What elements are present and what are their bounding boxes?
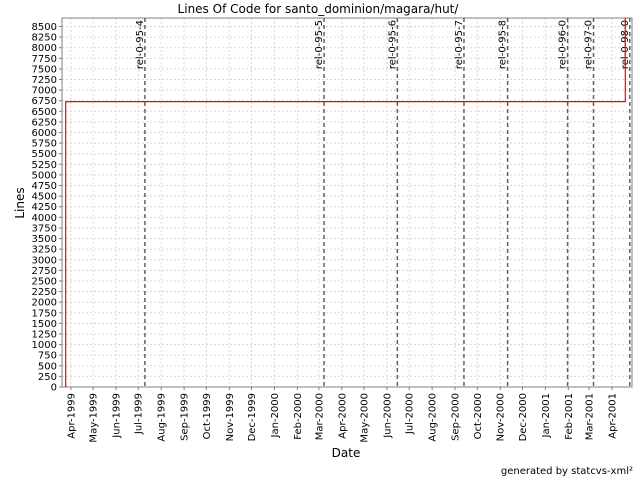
x-tick-label: Dec-2000 [518,393,529,441]
x-tick-label: Jun-2000 [382,393,393,439]
x-axis-label: Date [332,446,361,460]
y-tick-label: 1250 [32,329,57,340]
release-marker-label: rel-0-95-6 [387,20,398,69]
y-tick-label: 4000 [32,213,57,224]
y-tick-label: 2250 [32,287,57,298]
y-tick-label: 6500 [32,107,57,118]
y-tick-label: 3250 [32,245,57,256]
y-tick-label: 7250 [32,75,57,86]
y-tick-label: 5250 [32,160,57,171]
y-tick-label: 3500 [32,234,57,245]
y-tick-label: 1500 [32,319,57,330]
y-tick-label: 5750 [32,139,57,150]
release-marker-label: rel-0-97-0 [584,20,595,69]
x-tick-label: May-2000 [360,393,371,443]
y-tick-label: 2750 [32,266,57,277]
y-tick-label: 2000 [32,298,57,309]
x-tick-label: Sep-2000 [451,393,462,441]
x-tick-label: Mar-2001 [585,393,596,440]
release-marker-label: rel-0-95-8 [498,20,509,69]
y-tick-label: 8250 [32,33,57,44]
x-tick-label: Aug-2000 [428,393,439,442]
x-tick-label: Jan-2000 [270,393,281,438]
y-tick-label: 1000 [32,340,57,351]
x-tick-label: Aug-1999 [157,393,168,442]
y-tick-label: 6750 [32,96,57,107]
x-tick-label: Dec-1999 [247,393,258,441]
release-marker-label: rel-0-95-7 [454,20,465,69]
y-tick-label: 6000 [32,128,57,139]
x-tick-label: May-1999 [89,393,100,443]
release-marker-label: rel-0-96-0 [558,20,569,69]
x-tick-label: Apr-2000 [337,393,348,439]
loc-series-line [65,18,626,387]
x-tick-label: Jul-2000 [405,393,416,435]
y-tick-label: 3000 [32,255,57,266]
y-tick-label: 3750 [32,223,57,234]
x-tick-label: Jan-2001 [541,393,552,438]
x-tick-label: Apr-1999 [66,393,77,439]
y-axis: 0250500750100012501500175020002250250027… [32,22,62,394]
footer-credit: generated by statcvs-xml² [501,466,633,477]
y-tick-label: 5500 [32,149,57,160]
x-tick-label: Apr-2001 [608,393,619,439]
x-tick-label: Sep-1999 [180,393,191,441]
y-tick-label: 8000 [32,43,57,54]
x-tick-label: Oct-2000 [473,393,484,439]
grid-lines [62,18,632,388]
x-tick-label: Feb-2000 [293,393,304,440]
x-axis: Apr-1999 May-1999 Jun-1999 Jul-1999 Aug-1999… [66,387,619,443]
x-tick-label: Nov-1999 [225,393,236,441]
y-tick-label: 7000 [32,86,57,97]
y-tick-label: 750 [38,351,57,362]
y-axis-label: Lines [13,187,27,218]
y-tick-label: 5000 [32,170,57,181]
x-tick-label: Oct-1999 [202,393,213,439]
release-markers: rel-0-95-4 rel-0-95-5 rel-0-95-6 rel-0-95-7… [135,18,631,387]
y-tick-label: 8500 [32,22,57,33]
y-tick-label: 4500 [32,192,57,203]
y-tick-label: 0 [51,383,57,394]
y-tick-label: 4250 [32,202,57,213]
y-tick-label: 500 [38,361,57,372]
y-tick-label: 1750 [32,308,57,319]
x-tick-label: Feb-2001 [564,393,575,440]
release-marker-label: rel-0-95-4 [135,20,146,69]
plot-area [61,17,633,388]
chart-title: Lines Of Code for santo_dominion/magara/… [178,2,460,16]
y-tick-label: 2500 [32,276,57,287]
x-tick-label: Jul-1999 [134,393,145,435]
y-tick-label: 7750 [32,54,57,65]
x-tick-label: Nov-2000 [496,393,507,441]
y-tick-label: 6250 [32,117,57,128]
y-tick-label: 4750 [32,181,57,192]
x-tick-label: Mar-2000 [314,393,325,440]
y-tick-label: 250 [38,372,57,383]
x-tick-label: Jun-1999 [112,393,123,439]
series-layer [65,18,626,387]
release-marker-label: rel-0-95-5 [314,20,325,69]
y-tick-label: 7500 [32,64,57,75]
